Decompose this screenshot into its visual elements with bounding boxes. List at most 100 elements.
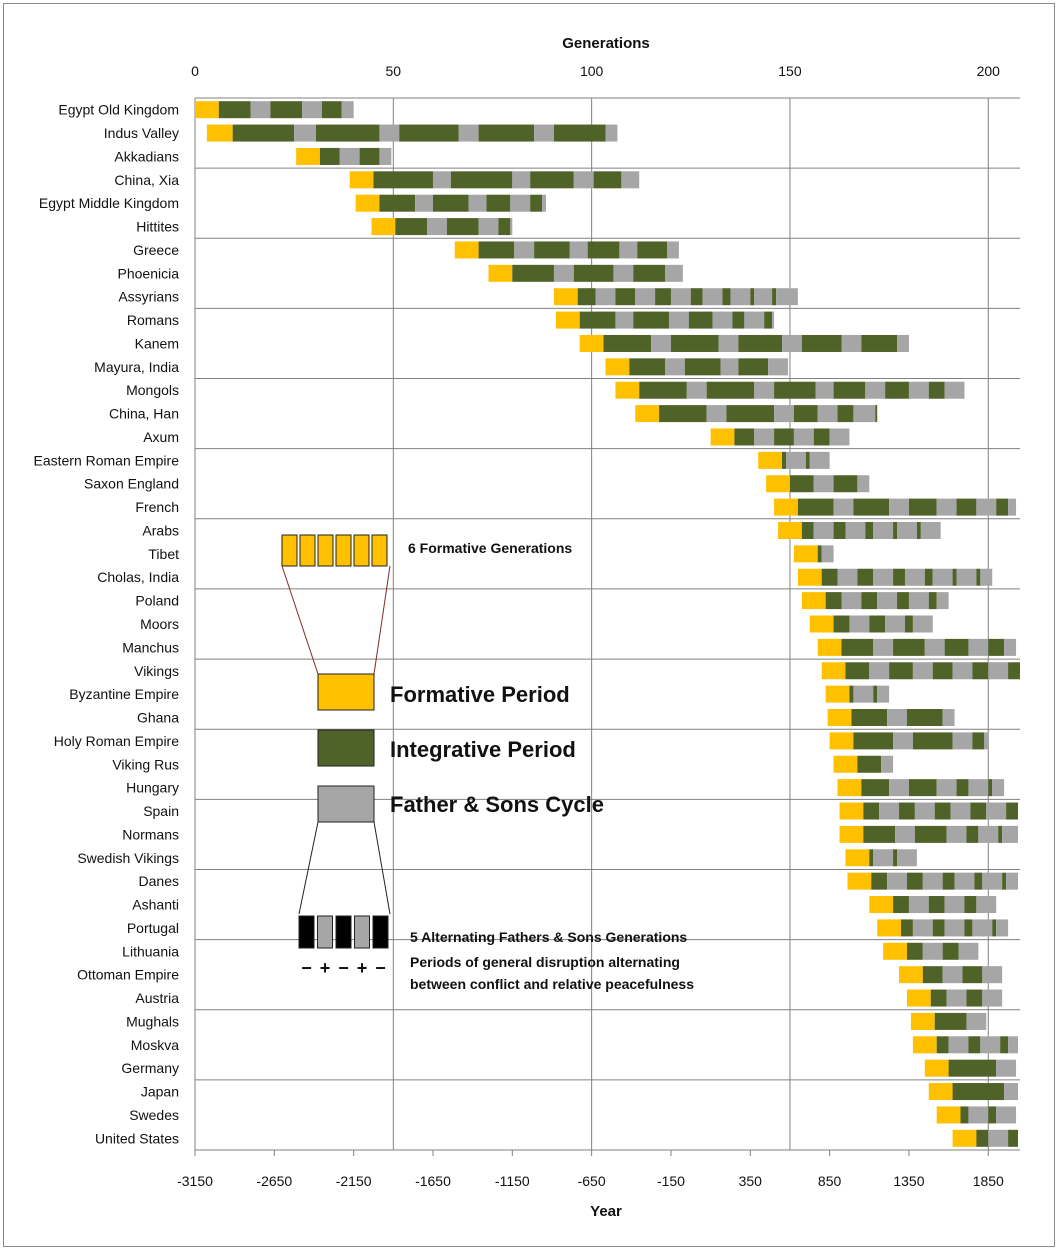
bar-row xyxy=(869,896,997,914)
integrative-segment xyxy=(893,849,898,867)
integrative-segment xyxy=(373,171,433,189)
integrative-segment xyxy=(655,288,671,306)
legend-swatch-integrative xyxy=(317,729,375,767)
father-sons-segment xyxy=(853,405,876,423)
father-sons-segment xyxy=(613,264,634,282)
father-sons-segment xyxy=(813,475,834,493)
father-sons-segment xyxy=(849,615,870,633)
formative-segment xyxy=(206,124,233,142)
integrative-segment xyxy=(1002,872,1007,890)
integrative-segment xyxy=(801,521,814,539)
category-label: Saxon England xyxy=(84,476,179,492)
father-sons-segment xyxy=(873,568,894,586)
father-sons-segment xyxy=(922,872,943,890)
formative-segment xyxy=(553,288,578,306)
formative-segment xyxy=(355,194,380,212)
integrative-segment xyxy=(833,615,850,633)
father-sons-segment xyxy=(605,124,618,142)
formative-segment xyxy=(877,919,902,937)
category-labels: Egypt Old Kingdom Indus Valley Akkadians Ch… xyxy=(33,102,179,1147)
father-sons-segment xyxy=(635,288,656,306)
integrative-segment xyxy=(379,194,416,212)
alternation-signs: − + − + − xyxy=(301,958,386,978)
father-sons-segment xyxy=(857,475,870,493)
father-sons-segment xyxy=(988,1129,1009,1147)
formative-segment xyxy=(952,1129,977,1147)
bottom-tick-label: -650 xyxy=(578,1173,606,1189)
integrative-segment xyxy=(851,709,888,727)
father-sons-segment xyxy=(893,732,913,750)
integrative-segment xyxy=(670,334,719,352)
bar-row xyxy=(817,638,1017,656)
bottom-tick-label: 1350 xyxy=(893,1173,924,1189)
father-sons-segment xyxy=(670,288,691,306)
father-sons-segment xyxy=(615,311,634,329)
integrative-segment xyxy=(904,615,913,633)
formative-segment xyxy=(899,966,923,984)
father-sons-segment xyxy=(514,241,535,259)
integrative-segment xyxy=(825,592,842,610)
integrative-segment xyxy=(841,638,874,656)
category-label: Mughals xyxy=(126,1013,179,1029)
father-sons-segment xyxy=(815,381,834,399)
integrative-segment xyxy=(684,358,721,376)
category-label: Moors xyxy=(140,616,179,632)
father-sons-segment xyxy=(821,545,834,563)
father-sons-segment xyxy=(986,802,1007,820)
integrative-segment xyxy=(865,521,874,539)
integrative-segment xyxy=(901,919,913,937)
integrative-segment xyxy=(873,685,878,703)
integrative-segment xyxy=(857,755,882,773)
bar-row xyxy=(371,218,513,236)
category-label: Egypt Old Kingdom xyxy=(58,102,179,118)
legend-swatch-father-sons xyxy=(317,785,375,823)
bar-row xyxy=(883,942,979,960)
father-sons-segment xyxy=(908,381,929,399)
integrative-segment xyxy=(885,381,909,399)
father-sons-segment xyxy=(912,615,933,633)
father-sons-segment xyxy=(542,194,547,212)
top-tick-label: 100 xyxy=(580,63,604,79)
formative-generation-box xyxy=(281,534,298,567)
father-sons-segment xyxy=(845,521,866,539)
integrative-segment xyxy=(399,124,459,142)
integrative-segment xyxy=(861,334,898,352)
category-label: Greece xyxy=(133,242,179,258)
integrative-segment xyxy=(1006,802,1019,820)
integrative-segment xyxy=(976,568,981,586)
father-sons-segment xyxy=(944,919,965,937)
formative-segment xyxy=(906,989,931,1007)
bar-row xyxy=(797,568,993,586)
integrative-segment xyxy=(782,451,786,469)
legend: 6 Formative Generations Formative Period… xyxy=(281,534,694,992)
father-sons-segment xyxy=(924,638,945,656)
father-sons-segment xyxy=(958,942,979,960)
father-sons-segment xyxy=(972,919,993,937)
category-label: Moskva xyxy=(131,1037,179,1053)
bar-row xyxy=(936,1106,1017,1124)
integrative-segment xyxy=(845,662,870,680)
father-sons-segment xyxy=(817,405,838,423)
integrative-segment xyxy=(899,802,915,820)
conflict-generation-box xyxy=(335,915,352,949)
integrative-segment xyxy=(833,521,846,539)
father-sons-segment xyxy=(922,942,943,960)
bottom-axis-title: Year xyxy=(590,1203,622,1220)
category-label: Lithuania xyxy=(122,943,179,959)
integrative-segment xyxy=(512,264,554,282)
formative-segment xyxy=(809,615,834,633)
formative-segment xyxy=(924,1059,949,1077)
father-sons-segment xyxy=(936,592,949,610)
integrative-segment xyxy=(450,171,513,189)
category-label: Spain xyxy=(143,803,179,819)
bar-row xyxy=(839,825,1019,843)
integrative-segment xyxy=(960,1106,969,1124)
father-sons-segment xyxy=(942,966,963,984)
father-sons-segment xyxy=(920,521,941,539)
category-label: China, Xia xyxy=(114,172,179,188)
category-label: Swedes xyxy=(129,1107,179,1123)
father-sons-segment xyxy=(932,568,953,586)
father-sons-segment xyxy=(980,568,993,586)
bar-row xyxy=(847,872,1019,890)
formative-segment xyxy=(454,241,479,259)
